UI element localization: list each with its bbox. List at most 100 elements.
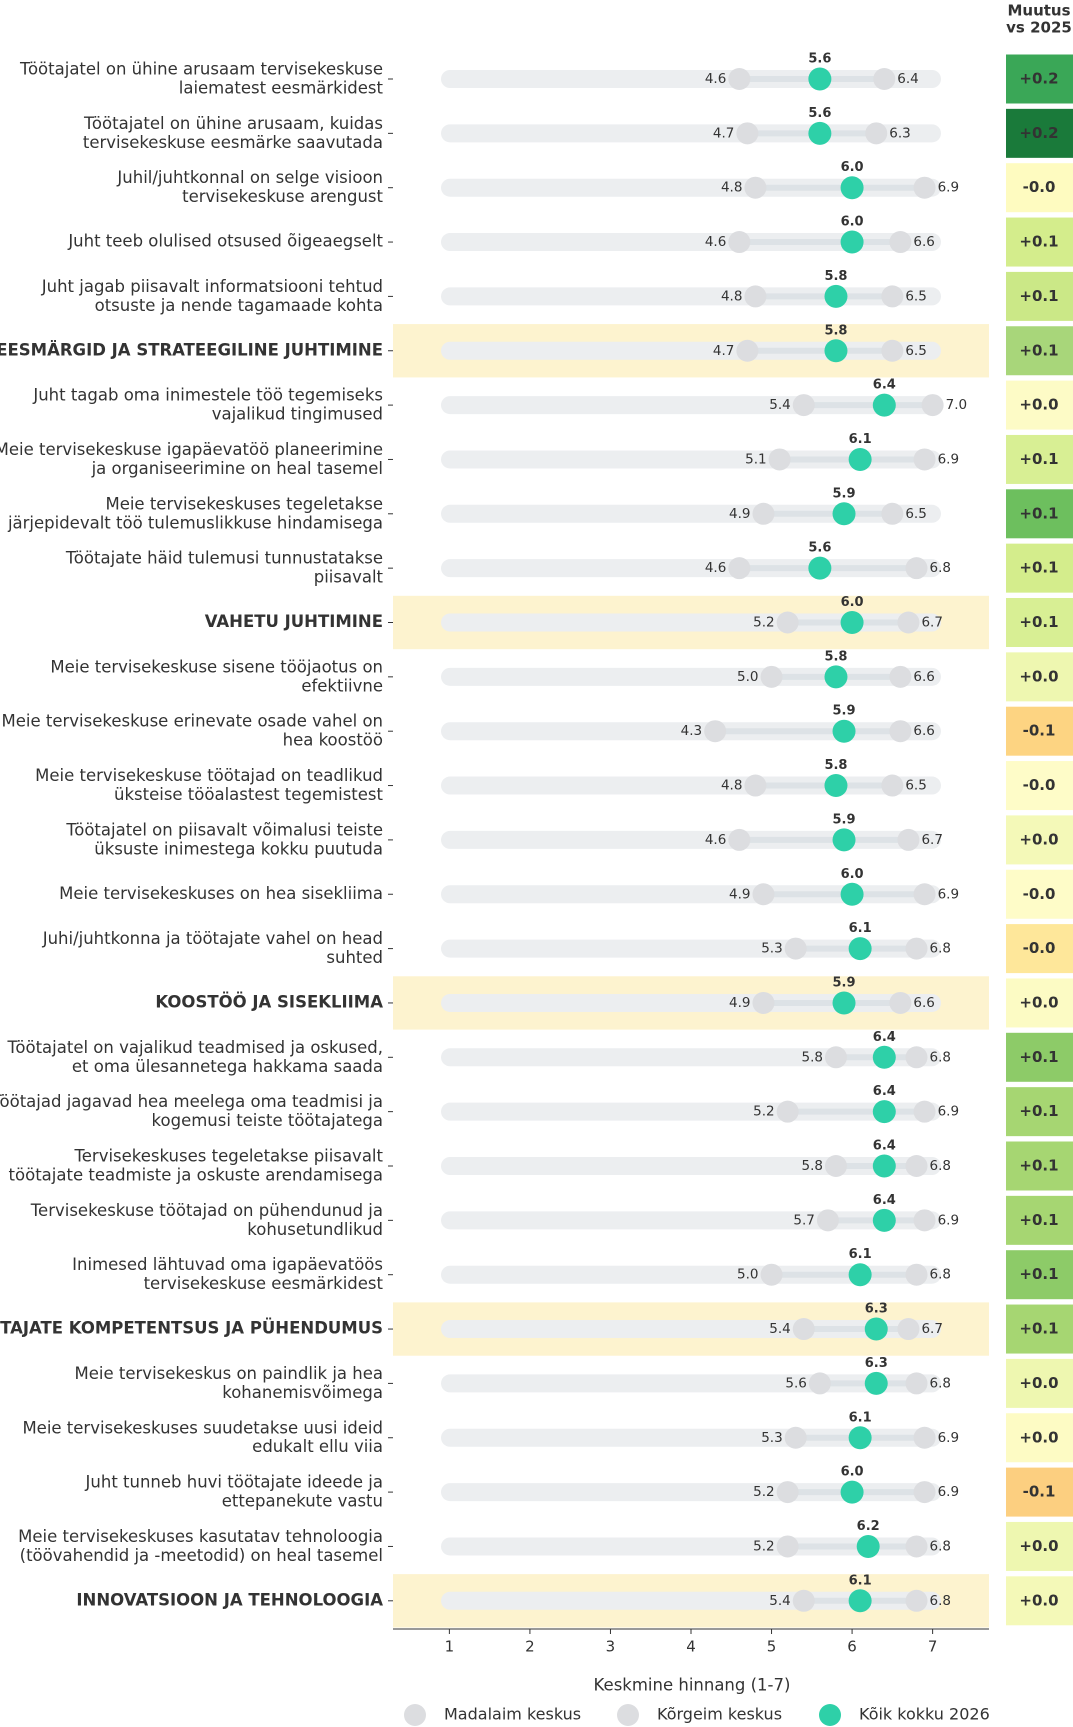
- change-cell: [1006, 924, 1073, 974]
- min-label: 4.8: [721, 288, 742, 304]
- overall-label: 6.4: [873, 1084, 896, 1099]
- change-cell: [1006, 1413, 1073, 1463]
- change-cell: [1006, 543, 1073, 593]
- y-tick-label: Inimesed lähtuvad oma igapäevatöös tervis…: [72, 1255, 383, 1293]
- legend-label: Madalaim keskus: [444, 1705, 581, 1724]
- min-dot: [752, 991, 775, 1014]
- change-label: +0.1: [1019, 504, 1058, 522]
- change-cell: [1006, 380, 1073, 430]
- max-label: 6.9: [938, 451, 959, 467]
- min-dot: [728, 68, 751, 90]
- change-cell: [1006, 1576, 1073, 1626]
- max-dot: [881, 774, 904, 797]
- max-label: 6.8: [930, 1593, 951, 1609]
- track: [441, 1048, 941, 1067]
- max-label: 6.9: [938, 1484, 959, 1500]
- max-dot: [889, 991, 912, 1014]
- overall-dot: [864, 1317, 888, 1341]
- max-dot: [905, 1589, 928, 1612]
- x-tick-label: 7: [928, 1638, 938, 1656]
- min-label: 5.2: [753, 1538, 774, 1554]
- overall-dot: [824, 774, 848, 798]
- overall-dot: [832, 828, 856, 852]
- overall-label: 6.0: [841, 215, 864, 230]
- change-label: +0.0: [1019, 396, 1058, 414]
- max-dot: [913, 448, 936, 471]
- min-dot: [736, 122, 759, 145]
- change-title: Muutus vs 2025: [1006, 1, 1072, 36]
- change-label: +0.0: [1019, 667, 1058, 685]
- x-tick-label: 6: [847, 1638, 857, 1656]
- y-tick-label: Meie tervisekeskuses tegeletakse järjepid…: [7, 494, 383, 532]
- min-dot: [768, 448, 791, 471]
- overall-dot: [840, 882, 864, 906]
- max-label: 6.8: [930, 1375, 951, 1391]
- change-cell: [1006, 326, 1073, 376]
- change-label: +0.1: [1019, 613, 1058, 631]
- track: [441, 287, 941, 306]
- change-cell: [1006, 271, 1073, 321]
- overall-label: 6.1: [849, 921, 872, 936]
- change-label: -0.0: [1023, 776, 1056, 794]
- overall-label: 5.8: [824, 269, 847, 284]
- change-label: +0.0: [1019, 993, 1058, 1011]
- track: [441, 939, 941, 958]
- change-label: -0.0: [1023, 178, 1056, 196]
- min-label: 5.2: [753, 1484, 774, 1500]
- y-tick-label: Juht jagab piisavalt informatsiooni teht…: [41, 276, 383, 314]
- change-label: +0.1: [1019, 233, 1058, 251]
- change-label: +0.1: [1019, 1102, 1058, 1120]
- max-label: 6.7: [921, 1321, 942, 1337]
- y-tick-label: EESMÄRGID JA STRATEEGILINE JUHTIMINE: [0, 340, 383, 359]
- max-label: 6.6: [913, 723, 934, 739]
- max-dot: [913, 1209, 936, 1232]
- y-tick-label: Meie tervisekeskus on paindlik ja hea koh…: [75, 1363, 383, 1401]
- min-label: 5.4: [769, 397, 790, 413]
- track: [441, 341, 941, 360]
- overall-label: 5.9: [833, 812, 856, 827]
- change-label: +0.0: [1019, 1428, 1058, 1446]
- overall-label: 6.0: [841, 867, 864, 882]
- track: [441, 667, 941, 686]
- change-label: -0.0: [1023, 939, 1056, 957]
- min-label: 5.4: [769, 1321, 790, 1337]
- track: [441, 885, 941, 904]
- overall-dot: [808, 67, 832, 91]
- min-dot: [776, 611, 799, 634]
- max-label: 6.5: [905, 778, 926, 794]
- max-dot: [873, 68, 896, 90]
- y-tick-label: Meie tervisekeskuse igapäevatöö planeeri…: [0, 439, 383, 477]
- overall-dot: [848, 1589, 872, 1613]
- max-dot: [913, 176, 936, 199]
- overall-dot: [872, 1154, 896, 1178]
- min-dot: [728, 828, 751, 851]
- max-label: 6.9: [938, 886, 959, 902]
- overall-dot: [824, 665, 848, 689]
- max-label: 7.0: [946, 397, 967, 413]
- max-label: 6.6: [913, 995, 934, 1011]
- track: [441, 1211, 941, 1230]
- y-tick-label: Juht tagab oma inimestele töö tegemiseks…: [32, 385, 383, 423]
- x-axis-label: Keskmine hinnang (1-7): [594, 1676, 791, 1695]
- change-cell: [1006, 869, 1073, 919]
- y-tick-label: Tervisekeskuses tegeletakse piisavalt töö…: [9, 1146, 384, 1184]
- overall-label: 6.4: [873, 378, 896, 393]
- overall-dot: [840, 230, 864, 254]
- y-tick-label: Meie tervisekeskuses on hea sisekliima: [59, 884, 383, 903]
- overall-label: 5.9: [833, 704, 856, 719]
- max-dot: [913, 883, 936, 906]
- max-label: 6.8: [930, 1049, 951, 1065]
- max-label: 6.6: [913, 669, 934, 685]
- min-dot: [792, 1318, 815, 1341]
- max-dot: [881, 339, 904, 362]
- change-label: +0.1: [1019, 1048, 1058, 1066]
- min-label: 4.7: [713, 343, 734, 359]
- change-label: +0.1: [1019, 1157, 1058, 1175]
- overall-dot: [872, 1100, 896, 1124]
- min-dot: [744, 774, 767, 797]
- max-dot: [913, 1100, 936, 1123]
- track: [441, 722, 941, 741]
- overall-label: 5.8: [824, 758, 847, 773]
- overall-label: 5.8: [824, 323, 847, 338]
